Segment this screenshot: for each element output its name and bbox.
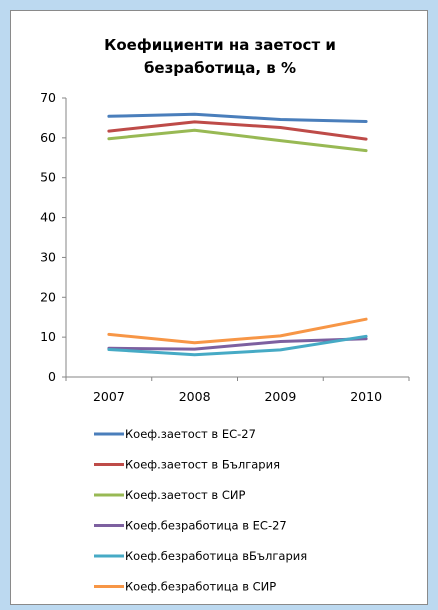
legend-item: Коеф.заетост в СИР	[94, 488, 245, 502]
legend-label: Коеф.безработица в СИР	[125, 580, 276, 594]
legend-label: Коеф.безработица в ЕС-27	[125, 519, 287, 533]
series-line-6	[107, 317, 368, 345]
chart-title-line-1: Коефициенти на заетост и	[104, 36, 336, 54]
legend-item: Коеф.заетост в България	[94, 458, 280, 472]
y-tick-label: 20	[40, 289, 56, 304]
chart-panel: Коефициенти на заетост и безработица, в …	[10, 10, 428, 605]
y-tick-label: 50	[40, 170, 56, 185]
legend-item: Коеф.заетост в ЕС-27	[94, 427, 256, 441]
y-tick-label: 70	[40, 90, 56, 105]
legend-item: Коеф.безработица в ЕС-27	[94, 519, 287, 533]
legend-item: Коеф.безработица вБългария	[94, 549, 307, 563]
y-tick-label: 0	[48, 369, 56, 384]
series-lines	[107, 112, 368, 357]
series-line-3	[107, 128, 368, 153]
legend-item: Коеф.безработица в СИР	[94, 580, 276, 594]
x-tick-label: 2009	[264, 389, 296, 404]
legend-label: Коеф.заетост в СИР	[125, 488, 245, 502]
series-line-5	[107, 334, 368, 357]
series-line-4	[107, 337, 368, 351]
chart-title-line-2: безработица, в %	[144, 59, 296, 77]
y-tick-label: 10	[40, 329, 56, 344]
legend: Коеф.заетост в ЕС-27 Коеф.заетост в Бълга…	[94, 427, 307, 594]
legend-label: Коеф.заетост в България	[125, 458, 280, 472]
legend-label: Коеф.безработица вБългария	[125, 549, 307, 563]
series-line-1	[107, 112, 368, 123]
x-tick-label: 2008	[179, 389, 211, 404]
axes: 0 10 20 30 40 50 60 70 2007 2008 2009 2010	[40, 90, 410, 404]
legend-label: Коеф.заетост в ЕС-27	[125, 427, 256, 441]
x-tick-label: 2007	[93, 389, 125, 404]
line-chart: Коефициенти на заетост и безработица, в …	[40, 36, 410, 594]
series-line-2	[107, 120, 368, 141]
y-tick-label: 30	[40, 249, 56, 264]
x-tick-label: 2010	[350, 389, 382, 404]
y-tick-label: 40	[40, 210, 56, 225]
y-tick-label: 60	[40, 130, 56, 145]
